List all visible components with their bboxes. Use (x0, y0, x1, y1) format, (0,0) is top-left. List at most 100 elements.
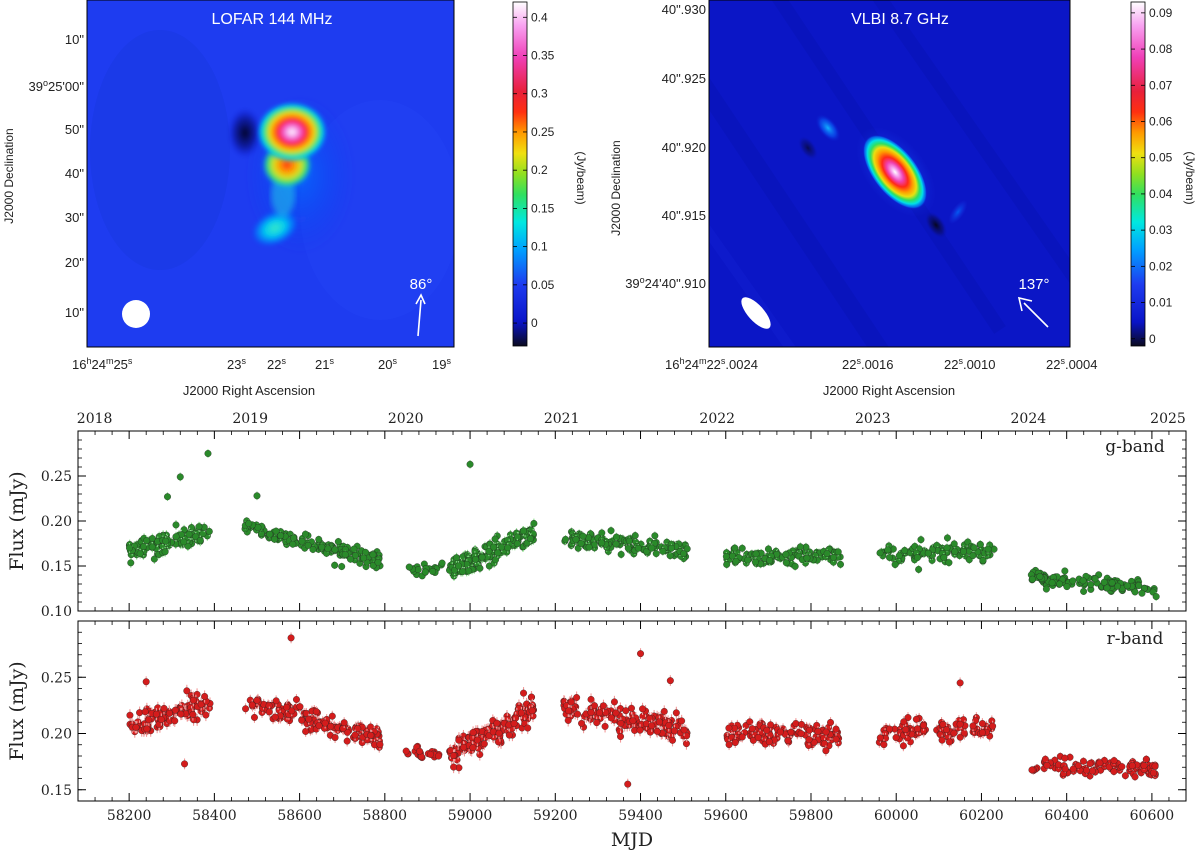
data-point (195, 523, 203, 531)
data-point (970, 544, 978, 552)
year-tick-label: 2018 (77, 411, 113, 427)
lofar-arrow-label: 86° (410, 276, 433, 293)
data-point (1087, 581, 1095, 589)
data-point (648, 544, 656, 552)
data-point (950, 540, 958, 548)
g-band-label: g-band (1105, 437, 1165, 457)
vlbi-ytick-deg: 39 (625, 276, 639, 291)
data-point (914, 554, 921, 562)
data-point (562, 535, 570, 543)
vlbi-x-axis: 16h24m22s.0024 22s.0016 22s.0010 22s.000… (665, 356, 1098, 398)
data-point (1100, 578, 1108, 586)
data-point (136, 550, 144, 558)
data-point (803, 554, 811, 562)
data-point (940, 553, 948, 561)
data-point (327, 722, 335, 730)
data-point (574, 710, 582, 718)
data-point (943, 544, 951, 552)
data-point (1056, 580, 1064, 588)
vlbi-xtick-frac: .0016 (861, 357, 894, 372)
data-point (639, 705, 647, 713)
data-point (530, 519, 538, 527)
lofar-xtick-label: 22s (267, 356, 286, 372)
data-point (296, 703, 304, 711)
data-point (367, 731, 375, 739)
data-point (343, 737, 351, 745)
data-point (886, 725, 894, 733)
vlbi-xtick-first: 16h24m22s.0024 (665, 356, 758, 372)
lofar-ytick-label: 40" (65, 166, 84, 181)
data-point (683, 545, 691, 553)
data-point (892, 734, 900, 742)
data-point (1083, 766, 1091, 774)
mjd-tick-label: 60400 (1044, 808, 1089, 824)
data-point (242, 705, 250, 713)
lofar-xtick-s: 25 (113, 357, 127, 372)
data-point (455, 562, 463, 570)
data-point (578, 719, 586, 727)
data-point (272, 697, 280, 705)
data-point (738, 733, 746, 741)
data-point (667, 544, 675, 552)
data-point (763, 726, 771, 734)
data-point (938, 736, 946, 744)
data-point (472, 555, 479, 563)
data-point (505, 731, 513, 739)
data-point (751, 558, 759, 566)
data-point (1036, 573, 1044, 581)
g-band-ylabel: Flux (mJy) (6, 471, 28, 570)
vlbi-xtick-h: 16 (665, 357, 679, 372)
data-point (895, 552, 903, 560)
data-point (902, 726, 910, 734)
data-point (671, 727, 678, 735)
data-point (459, 568, 467, 576)
data-point (265, 708, 273, 716)
data-point (960, 548, 967, 555)
data-point (172, 521, 180, 529)
data-point (565, 707, 573, 715)
vlbi-ytick-label: 40".915 (662, 208, 706, 223)
data-point (617, 733, 625, 740)
data-point (1118, 763, 1126, 771)
data-point (600, 702, 607, 710)
data-point (1069, 765, 1077, 773)
data-point (678, 717, 686, 725)
data-point (1074, 762, 1082, 770)
vlbi-stripe (709, 224, 796, 347)
data-point (196, 536, 204, 544)
lofar-title: LOFAR 144 MHz (212, 11, 333, 28)
data-point (152, 710, 160, 718)
y-tick-label: 0.20 (41, 727, 72, 743)
vlbi-title: VLBI 8.7 GHz (851, 11, 949, 28)
lightcurve-panels: 2018 2019 2020 2021 2022 2023 2024 2025 0.100.1… (6, 411, 1187, 851)
data-point (652, 550, 660, 558)
vlbi-frame (708, 0, 1071, 348)
data-point (1142, 755, 1150, 763)
data-point (629, 717, 637, 725)
data-point (767, 721, 775, 729)
data-point (612, 540, 620, 548)
lofar-xtick-value: 21 (315, 357, 329, 372)
data-point (157, 716, 165, 723)
data-point (1128, 762, 1136, 770)
data-point (912, 715, 920, 723)
data-point (680, 726, 688, 734)
lofar-ytick-label: 30" (65, 210, 84, 225)
data-point (162, 537, 170, 545)
lofar-far-south-lobe (251, 209, 299, 247)
data-point (648, 722, 656, 730)
data-point (374, 558, 382, 566)
data-point (573, 694, 581, 702)
data-point (321, 719, 329, 727)
data-point (126, 544, 133, 552)
data-point (587, 708, 595, 716)
lofar-xtick-m: 24 (91, 357, 105, 372)
colorbar-tick-label: 0.04 (1149, 187, 1173, 201)
data-point (302, 727, 310, 735)
vlbi-negative-blob (924, 210, 948, 240)
data-point (744, 556, 752, 564)
data-point (732, 557, 740, 565)
data-point (1108, 579, 1116, 587)
data-point (450, 752, 458, 760)
data-point (567, 698, 575, 706)
